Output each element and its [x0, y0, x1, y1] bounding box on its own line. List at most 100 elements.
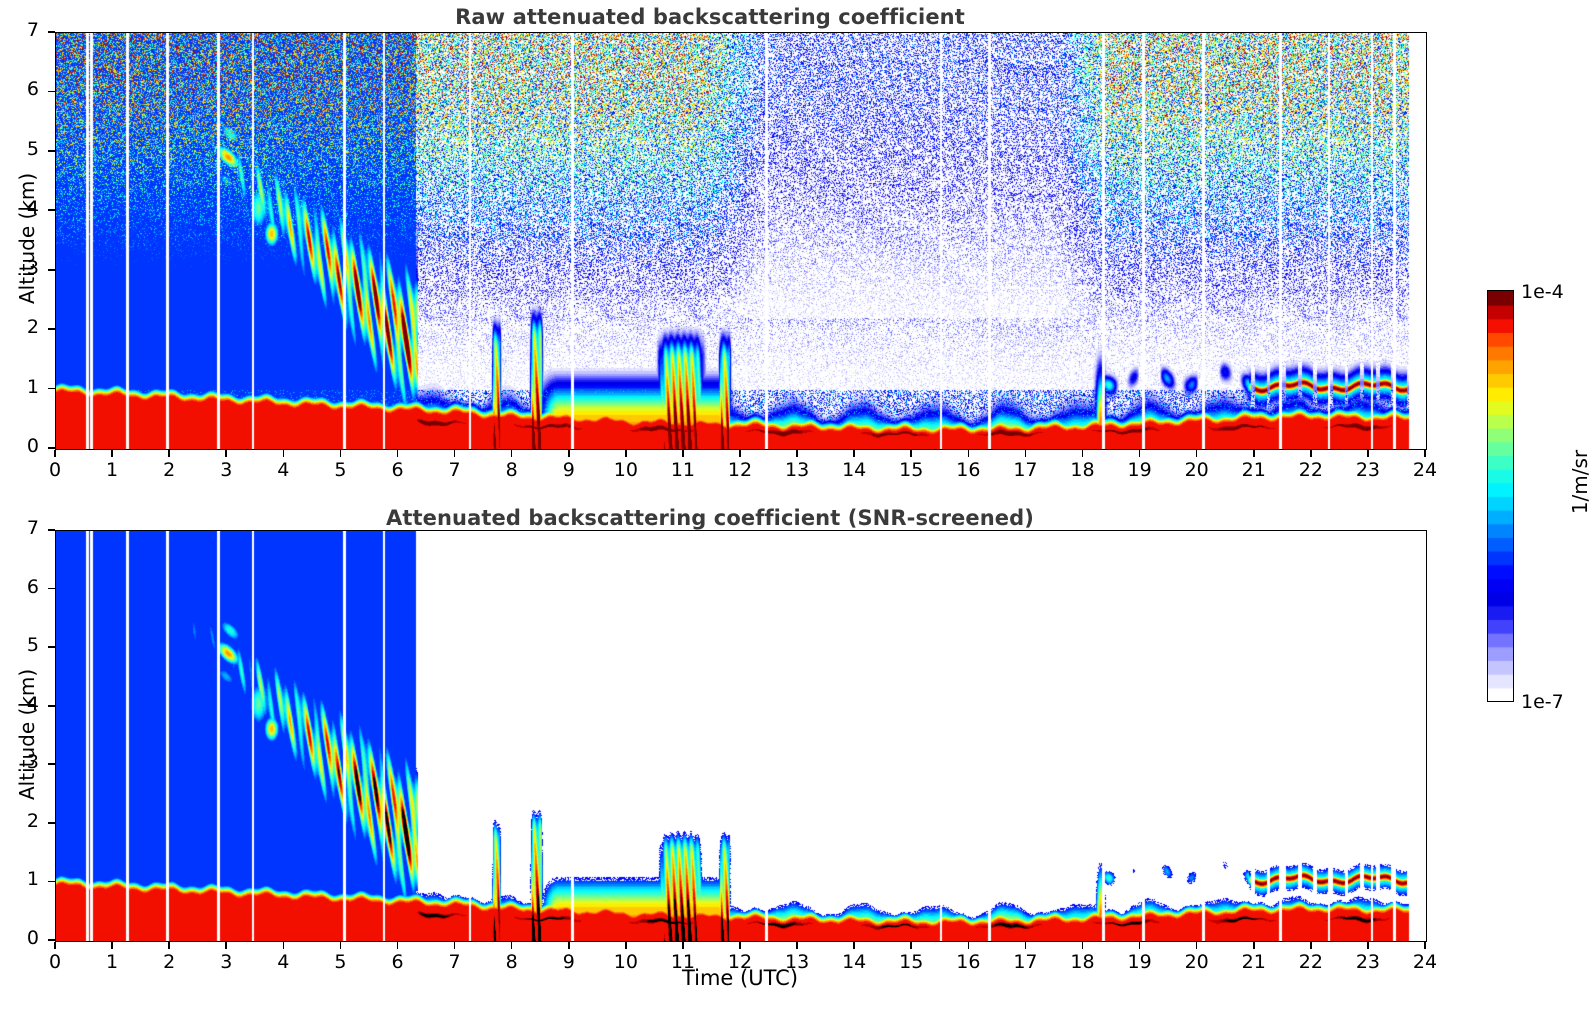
x-tick	[739, 449, 741, 457]
x-tick-label: 13	[784, 951, 810, 973]
x-tick	[339, 941, 342, 949]
y-tick-label: 2	[26, 809, 39, 832]
x-tick-label: 4	[277, 459, 290, 481]
x-tick	[1252, 449, 1255, 457]
x-tick-label: 2	[163, 459, 176, 481]
x-tick	[282, 941, 285, 949]
x-tick	[567, 449, 570, 457]
x-tick-label: 14	[842, 951, 867, 973]
x-tick-label: 24	[1412, 459, 1438, 481]
y-tick-label: 3	[26, 751, 39, 774]
y-tick	[47, 31, 55, 33]
y-tick	[47, 646, 55, 648]
x-tick	[1195, 941, 1198, 949]
x-tick-label: 4	[277, 951, 290, 973]
x-tick-label: 16	[956, 951, 981, 973]
x-tick-label: 8	[505, 459, 518, 481]
x-tick	[910, 449, 913, 457]
x-tick-label: 2	[163, 951, 176, 973]
y-tick	[47, 822, 55, 824]
colorbar-gradient	[1488, 291, 1513, 701]
x-tick	[1081, 449, 1084, 457]
x-tick	[1252, 941, 1255, 949]
plot-area-raw	[55, 32, 1427, 450]
y-tick-label: 3	[26, 256, 39, 279]
x-tick	[739, 941, 741, 949]
x-tick-label: 12	[727, 459, 753, 481]
x-tick	[396, 449, 399, 457]
x-tick-label: 12	[727, 951, 753, 973]
x-tick	[567, 941, 570, 949]
x-tick	[796, 941, 798, 949]
x-tick-label: 11	[670, 459, 695, 481]
x-tick-label: 21	[1241, 459, 1266, 481]
x-tick	[225, 449, 228, 457]
y-tick-label: 5	[26, 137, 39, 160]
x-axis-label: Time (UTC)	[681, 966, 799, 990]
x-tick-label: 23	[1355, 459, 1380, 481]
y-tick-label: 7	[26, 517, 39, 539]
x-tick-label: 6	[391, 459, 404, 481]
y-tick-label: 6	[26, 78, 39, 101]
heatmap-screened	[56, 531, 1426, 941]
x-tick-label: 20	[1184, 459, 1209, 481]
x-tick-label: 24	[1412, 951, 1438, 973]
x-tick	[1138, 449, 1141, 457]
x-tick	[1195, 449, 1198, 457]
x-tick	[682, 941, 684, 949]
y-tick-label: 5	[26, 634, 39, 657]
x-tick-label: 19	[1127, 951, 1152, 973]
x-tick-label: 9	[562, 951, 575, 973]
x-tick	[796, 449, 798, 457]
x-tick-label: 14	[842, 459, 867, 481]
x-tick	[853, 449, 855, 457]
x-tick-label: 18	[1070, 459, 1095, 481]
y-tick	[47, 704, 55, 707]
y-tick-label: 0	[26, 435, 39, 457]
x-tick	[453, 941, 456, 949]
y-tick	[47, 90, 55, 93]
x-tick-label: 23	[1355, 951, 1380, 973]
x-tick-label: 7	[448, 951, 461, 973]
y-tick	[47, 387, 55, 390]
x-tick-label: 0	[48, 951, 62, 973]
colorbar-min-label: 1e-7	[1521, 691, 1564, 713]
x-tick	[168, 449, 170, 457]
x-tick-label: 17	[1013, 951, 1038, 973]
x-tick-label: 16	[956, 459, 981, 481]
x-tick	[1424, 449, 1426, 457]
x-tick-label: 11	[670, 951, 695, 973]
y-tick-label: 7	[26, 19, 39, 41]
x-tick	[1024, 941, 1027, 949]
x-tick-label: 1	[106, 951, 119, 973]
x-tick	[1081, 941, 1084, 949]
x-tick	[1138, 941, 1141, 949]
x-tick-label: 18	[1070, 951, 1095, 973]
x-tick-label: 13	[784, 459, 810, 481]
x-tick	[1024, 449, 1027, 457]
colorbar-max-label: 1e-4	[1521, 281, 1564, 303]
x-tick	[339, 449, 342, 457]
x-tick-label: 15	[899, 459, 924, 481]
plot-area-screened	[55, 530, 1427, 942]
x-tick	[1424, 941, 1426, 949]
y-tick	[47, 529, 55, 531]
y-tick	[47, 880, 55, 883]
x-tick	[510, 941, 513, 949]
y-tick	[47, 268, 55, 271]
x-tick	[1310, 941, 1312, 949]
y-tick	[47, 209, 55, 212]
y-tick-label: 6	[26, 575, 39, 598]
y-tick	[47, 763, 55, 766]
x-tick-label: 9	[562, 459, 575, 481]
x-tick	[1367, 941, 1369, 949]
panel-title-screened: Attenuated backscattering coefficient (S…	[386, 506, 1034, 530]
x-tick	[910, 941, 913, 949]
x-tick-label: 8	[505, 951, 518, 973]
heatmap-raw	[56, 33, 1426, 449]
x-tick-label: 5	[334, 951, 347, 973]
x-tick	[625, 449, 627, 457]
x-tick-label: 22	[1298, 459, 1323, 481]
x-tick-label: 15	[899, 951, 924, 973]
